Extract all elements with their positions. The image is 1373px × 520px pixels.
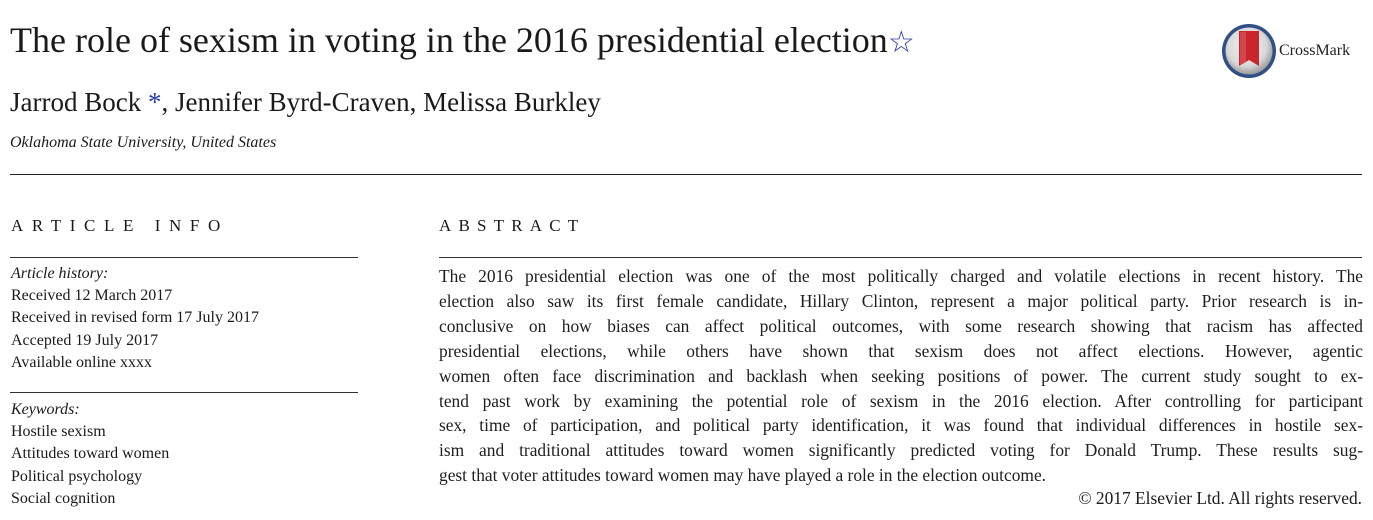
- header-divider: [10, 174, 1362, 175]
- abstract-text: The 2016 presidential election was one o…: [439, 264, 1363, 488]
- keywords-label: Keywords:: [11, 401, 80, 418]
- keywords: Keywords: Hostile sexism Attitudes towar…: [11, 399, 169, 510]
- author-list: Jarrod Bock *, Jennifer Byrd-Craven, Mel…: [10, 84, 601, 120]
- abstract-line: ism and traditional attitudes toward wom…: [439, 440, 1363, 461]
- article-title: The role of sexism in voting in the 2016…: [10, 18, 915, 65]
- abstract-line: tend past work by examining the potentia…: [439, 390, 1363, 411]
- article-info-heading: ARTICLE INFO: [11, 216, 229, 235]
- history-item: Available online xxxx: [11, 353, 152, 371]
- article-info-divider-top: [10, 257, 358, 258]
- article-history-label: Article history:: [11, 265, 109, 282]
- keyword-item: Hostile sexism: [11, 423, 106, 441]
- abstract-line: gest that voter attitudes toward women m…: [439, 465, 1047, 486]
- crossmark-label: CrossMark: [1279, 42, 1351, 59]
- history-item: Received 12 March 2017: [11, 287, 173, 305]
- history-item: Accepted 19 July 2017: [11, 331, 159, 349]
- crossmark-badge[interactable]: CrossMark: [1220, 22, 1370, 82]
- abstract-line: election also saw its first female candi…: [439, 290, 1363, 311]
- keywords-divider: [10, 392, 358, 393]
- copyright-notice: © 2017 Elsevier Ltd. All rights reserved…: [1078, 488, 1362, 508]
- abstract-line: presidential elections, while others hav…: [439, 340, 1363, 361]
- abstract-line: The 2016 presidential election was one o…: [439, 266, 1363, 286]
- abstract-line: sex, time of participation, and politica…: [439, 415, 1363, 436]
- author-first[interactable]: Jarrod Bock: [10, 87, 142, 117]
- abstract-line: conclusive on how biases can affect poli…: [439, 315, 1363, 336]
- abstract-divider-top: [439, 257, 1362, 258]
- keyword-item: Social cognition: [11, 489, 116, 507]
- history-item: Received in revised form 17 July 2017: [11, 309, 259, 327]
- abstract-line: women often face discrimination and back…: [439, 365, 1363, 386]
- keyword-item: Political psychology: [11, 467, 143, 485]
- article-history: Article history: Received 12 March 2017 …: [11, 263, 259, 374]
- abstract-heading: ABSTRACT: [439, 216, 586, 235]
- keyword-item: Attitudes toward women: [11, 445, 170, 463]
- article-title-text: The role of sexism in voting in the 2016…: [10, 20, 888, 60]
- affiliation: Oklahoma State University, United States: [10, 134, 277, 151]
- author-rest: , Jennifer Byrd-Craven, Melissa Burkley: [161, 87, 601, 117]
- title-footnote-star[interactable]: ☆: [887, 26, 915, 59]
- corresponding-author-mark[interactable]: *: [141, 87, 162, 117]
- crossmark-icon: [1222, 24, 1276, 78]
